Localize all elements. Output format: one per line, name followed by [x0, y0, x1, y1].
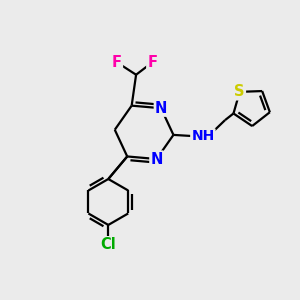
Text: F: F — [147, 55, 157, 70]
Text: S: S — [234, 84, 245, 99]
Text: N: N — [150, 152, 163, 166]
Text: Cl: Cl — [100, 237, 116, 252]
Text: NH: NH — [191, 129, 214, 143]
Text: N: N — [155, 101, 167, 116]
Text: F: F — [112, 55, 122, 70]
